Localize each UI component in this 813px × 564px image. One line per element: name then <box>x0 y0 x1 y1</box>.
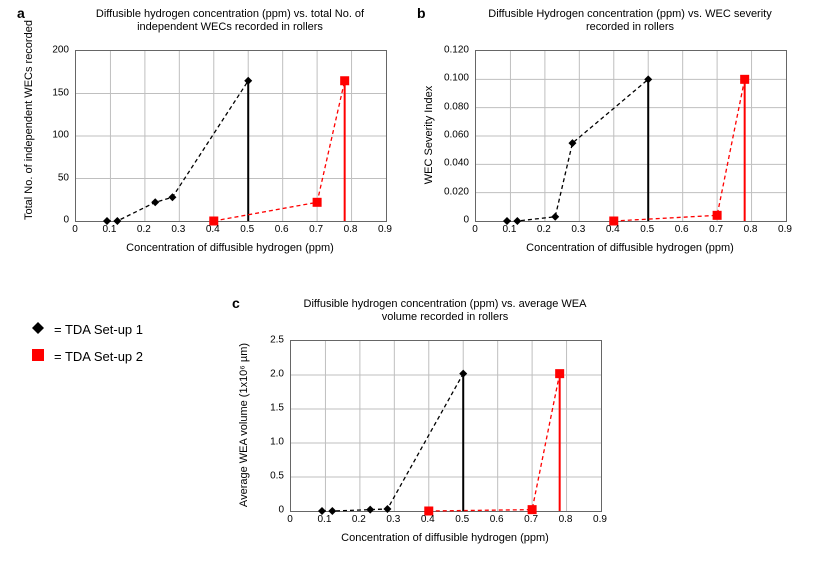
xtick-label: 0.2 <box>537 224 551 235</box>
ylabel-c: Average WEA volume (1x10⁶ µm) <box>238 340 250 510</box>
legend-marker-square-icon <box>30 347 46 366</box>
xtick-label: 0.8 <box>559 514 573 525</box>
panel-title-c: Diffusible hydrogen concentration (ppm) … <box>290 298 600 323</box>
ylabel-a: Total No. of independent WECs recorded <box>23 50 35 220</box>
xtick-label: 0.3 <box>571 224 585 235</box>
figure: a Diffusible hydrogen concentration (ppm… <box>0 0 813 564</box>
ytick-label: 0.080 <box>439 101 469 112</box>
title-b-line2: recorded in rollers <box>586 21 674 33</box>
xtick-label: 0.1 <box>317 514 331 525</box>
xtick-label: 0.6 <box>275 224 289 235</box>
plot-area-b <box>475 50 787 222</box>
xlabel-b: Concentration of diffusible hydrogen (pp… <box>475 242 785 254</box>
xtick-label: 0.6 <box>675 224 689 235</box>
xtick-label: 0 <box>472 224 478 235</box>
plot-area-a <box>75 50 387 222</box>
ytick-label: 200 <box>47 45 69 56</box>
legend-label: = TDA Set-up 2 <box>54 349 143 364</box>
ytick-label: 0.100 <box>439 73 469 84</box>
ytick-label: 1.0 <box>254 437 284 448</box>
xtick-label: 0.3 <box>171 224 185 235</box>
panel-label-c: c <box>232 295 240 311</box>
xtick-label: 0.5 <box>455 514 469 525</box>
xtick-label: 0 <box>287 514 293 525</box>
xtick-label: 0.4 <box>421 514 435 525</box>
ylabel-b: WEC Severity Index <box>423 50 435 220</box>
panel-label-b: b <box>417 5 426 21</box>
xtick-label: 0.9 <box>778 224 792 235</box>
ytick-label: 50 <box>47 172 69 183</box>
xtick-label: 0.8 <box>744 224 758 235</box>
xtick-label: 0.1 <box>502 224 516 235</box>
plot-area-c <box>290 340 602 512</box>
title-b-line1: Diffusible Hydrogen concentration (ppm) … <box>488 8 771 20</box>
title-a-line1: Diffusible hydrogen concentration (ppm) … <box>96 8 364 20</box>
xtick-label: 0.5 <box>240 224 254 235</box>
xtick-label: 0.2 <box>137 224 151 235</box>
xlabel-a: Concentration of diffusible hydrogen (pp… <box>75 242 385 254</box>
ytick-label: 2.0 <box>254 369 284 380</box>
xtick-label: 0.9 <box>378 224 392 235</box>
ytick-label: 0.120 <box>439 45 469 56</box>
xtick-label: 0.1 <box>102 224 116 235</box>
xtick-label: 0.4 <box>206 224 220 235</box>
title-c-line1: Diffusible hydrogen concentration (ppm) … <box>304 298 587 310</box>
xtick-label: 0.2 <box>352 514 366 525</box>
legend-item: = TDA Set-up 2 <box>30 347 143 366</box>
legend-item: = TDA Set-up 1 <box>30 320 143 339</box>
xtick-label: 0.5 <box>640 224 654 235</box>
ytick-label: 150 <box>47 87 69 98</box>
ytick-label: 0 <box>47 215 69 226</box>
xtick-label: 0.3 <box>386 514 400 525</box>
xtick-label: 0.7 <box>709 224 723 235</box>
legend: = TDA Set-up 1 = TDA Set-up 2 <box>30 320 143 374</box>
panel-label-a: a <box>17 5 25 21</box>
panel-title-b: Diffusible Hydrogen concentration (ppm) … <box>475 8 785 33</box>
panel-title-a: Diffusible hydrogen concentration (ppm) … <box>75 8 385 33</box>
xlabel-c: Concentration of diffusible hydrogen (pp… <box>290 532 600 544</box>
xtick-label: 0 <box>72 224 78 235</box>
plot-svg-c <box>291 341 601 511</box>
xtick-label: 0.7 <box>309 224 323 235</box>
ytick-label: 0.040 <box>439 158 469 169</box>
ytick-label: 2.5 <box>254 335 284 346</box>
xtick-label: 0.7 <box>524 514 538 525</box>
ytick-label: 0 <box>439 215 469 226</box>
ytick-label: 0.060 <box>439 130 469 141</box>
xtick-label: 0.8 <box>344 224 358 235</box>
plot-svg-b <box>476 51 786 221</box>
ytick-label: 100 <box>47 130 69 141</box>
legend-marker-diamond-icon <box>30 320 46 339</box>
xtick-label: 0.6 <box>490 514 504 525</box>
xtick-label: 0.4 <box>606 224 620 235</box>
ytick-label: 0 <box>254 505 284 516</box>
ytick-label: 0.020 <box>439 186 469 197</box>
ytick-label: 0.5 <box>254 471 284 482</box>
xtick-label: 0.9 <box>593 514 607 525</box>
title-c-line2: volume recorded in rollers <box>382 311 509 323</box>
ytick-label: 1.5 <box>254 403 284 414</box>
legend-label: = TDA Set-up 1 <box>54 322 143 337</box>
plot-svg-a <box>76 51 386 221</box>
title-a-line2: independent WECs recorded in rollers <box>137 21 323 33</box>
